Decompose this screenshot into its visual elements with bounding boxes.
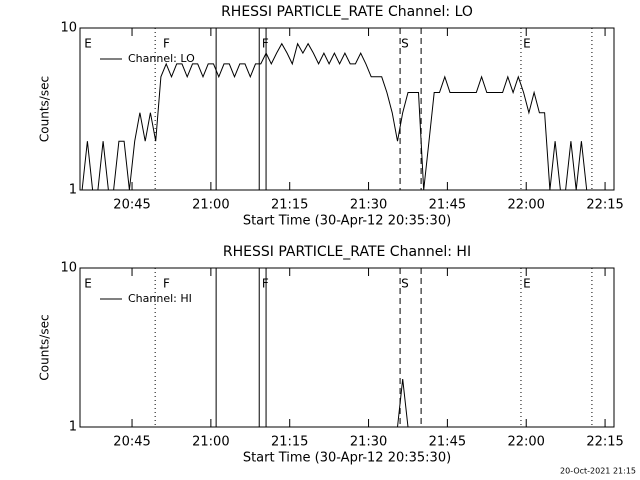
flag-label: S [401, 277, 409, 291]
y-axis-label: Counts/sec [38, 314, 52, 380]
flag-label: E [523, 37, 531, 51]
x-tick-label: 21:30 [350, 198, 387, 213]
plot-frame [79, 267, 615, 428]
x-tick-label: 21:00 [192, 198, 229, 213]
x-axis-label: Start Time (30-Apr-12 20:35:30) [243, 214, 451, 229]
x-tick-label: 21:30 [350, 435, 387, 450]
x-tick-label: 21:15 [271, 435, 308, 450]
y-tick-label: 10 [60, 261, 77, 276]
x-tick-label: 22:00 [507, 198, 544, 213]
legend-label: Channel: LO [128, 52, 195, 65]
flag-label: F [262, 277, 269, 291]
x-tick-label: 21:45 [429, 435, 466, 450]
flag-label: S [401, 37, 409, 51]
flag-label: E [523, 277, 531, 291]
x-tick-label: 22:15 [586, 198, 623, 213]
flag-label: E [84, 37, 92, 51]
x-tick-label: 21:15 [271, 198, 308, 213]
chart-title: RHESSI PARTICLE_RATE Channel: LO [221, 4, 473, 20]
x-tick-label: 21:00 [192, 435, 229, 450]
y-tick-label: 1 [69, 183, 77, 198]
x-tick-label: 22:00 [507, 435, 544, 450]
flag-label: F [262, 37, 269, 51]
y-tick-label: 1 [69, 420, 77, 435]
x-axis-label: Start Time (30-Apr-12 20:35:30) [243, 451, 451, 466]
flag-label: F [163, 277, 170, 291]
chart-title: RHESSI PARTICLE_RATE Channel: HI [223, 244, 471, 260]
flag-label: E [84, 277, 92, 291]
x-tick-label: 20:45 [113, 198, 150, 213]
y-axis-label: Counts/sec [38, 76, 52, 142]
y-tick-label: 10 [60, 21, 77, 36]
data-line [81, 42, 592, 191]
x-tick-label: 22:15 [586, 435, 623, 450]
x-tick-label: 21:45 [429, 198, 466, 213]
footer-date: 20-Oct-2021 21:15 [560, 467, 636, 476]
flag-label: F [163, 37, 170, 51]
x-tick-label: 20:45 [113, 435, 150, 450]
legend-label: Channel: HI [128, 292, 192, 305]
plot-frame [79, 27, 615, 191]
